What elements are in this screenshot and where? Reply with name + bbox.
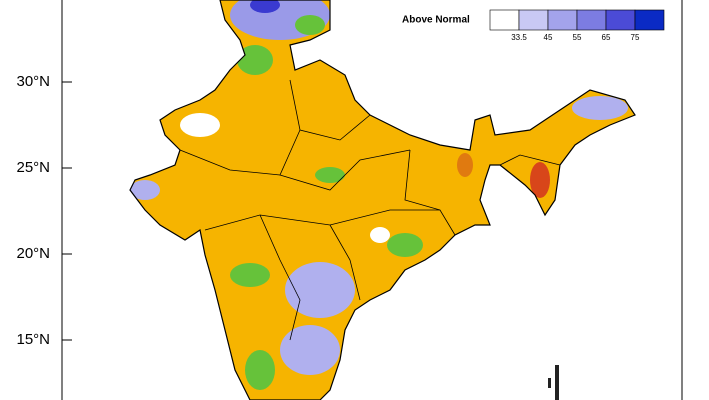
lat-label: 15°N — [16, 331, 50, 348]
legend-swatch — [634, 9, 665, 31]
legend-tick-label: 45 — [544, 33, 553, 42]
lat-label: 20°N — [16, 245, 50, 262]
legend-swatch — [489, 9, 520, 31]
lat-label: 25°N — [16, 159, 50, 176]
legend-tick-label: 65 — [602, 33, 611, 42]
legend-swatch — [576, 9, 607, 31]
state-borders — [179, 79, 561, 341]
legend-tick-label: 55 — [573, 33, 582, 42]
lat-label: 30°N — [16, 73, 50, 90]
islands — [548, 365, 559, 400]
legend-tick-label: 33.5 — [511, 33, 527, 42]
lat-label: 35°N — [16, 0, 50, 4]
legend-swatch — [605, 9, 636, 31]
legend-tick-label: 75 — [631, 33, 640, 42]
rainfall-field — [130, 0, 635, 400]
legend-title: Above Normal — [402, 15, 470, 26]
country-border — [129, 0, 636, 400]
legend-swatch — [518, 9, 549, 31]
legend-swatch — [547, 9, 578, 31]
